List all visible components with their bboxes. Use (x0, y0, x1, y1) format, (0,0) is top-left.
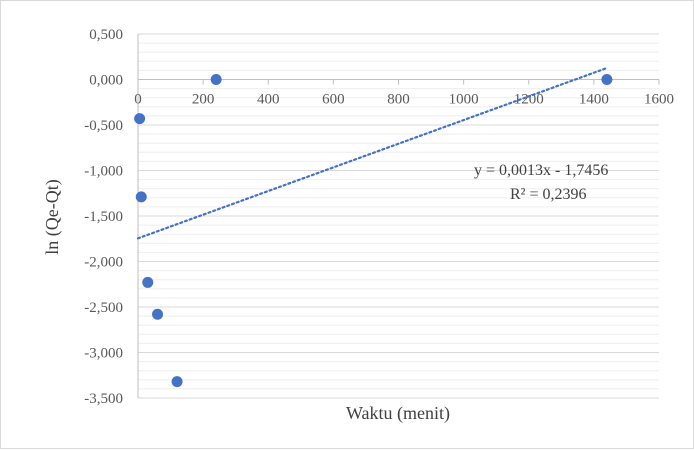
y-tick-label: -1,500 (84, 209, 123, 225)
x-tick-label: 600 (322, 92, 345, 108)
y-tick-label: -2,500 (84, 300, 123, 316)
data-point (171, 376, 183, 388)
x-tick-label: 1400 (579, 92, 609, 108)
y-tick-label: 0,500 (89, 27, 123, 43)
y-tick-label: -3,500 (84, 391, 123, 407)
y-axis-title: ln (Qe-Qt) (42, 179, 63, 254)
x-tick-label: 200 (192, 92, 215, 108)
x-axis-title: Waktu (menit) (346, 403, 450, 424)
y-tick-label: -0,500 (84, 118, 123, 134)
y-tick-labels: 0,500 0,000 -0,500 -1,000 -1,500 -2,000 -2,500… (84, 27, 123, 407)
x-tick-labels: 0 200 400 600 800 1000 1200 1400 1600 (134, 92, 674, 108)
x-tick-label: 400 (257, 92, 280, 108)
major-gridlines (138, 33, 659, 399)
x-tick-label: 0 (134, 92, 142, 108)
data-points (134, 74, 613, 388)
trendline (136, 66, 609, 240)
r-squared-label: R² = 0,2396 (510, 186, 587, 203)
y-tick-label: -3,000 (84, 346, 123, 362)
x-tick-label: 1200 (514, 92, 544, 108)
data-point (601, 74, 613, 85)
data-point (134, 113, 146, 125)
data-point (135, 191, 147, 203)
x-tick-label: 1600 (644, 92, 674, 108)
y-tick-label: -2,000 (84, 255, 123, 271)
trendline-group (136, 66, 609, 240)
x-tick-label: 800 (387, 92, 410, 108)
trendline-equation: y = 0,0013x - 1,7456 (474, 162, 608, 179)
data-point (152, 308, 164, 320)
y-tick-label: -1,000 (84, 164, 123, 180)
data-point (210, 74, 222, 85)
y-tick-label: 0,000 (89, 73, 123, 89)
x-tick-label: 1000 (449, 92, 479, 108)
data-point (142, 276, 154, 288)
